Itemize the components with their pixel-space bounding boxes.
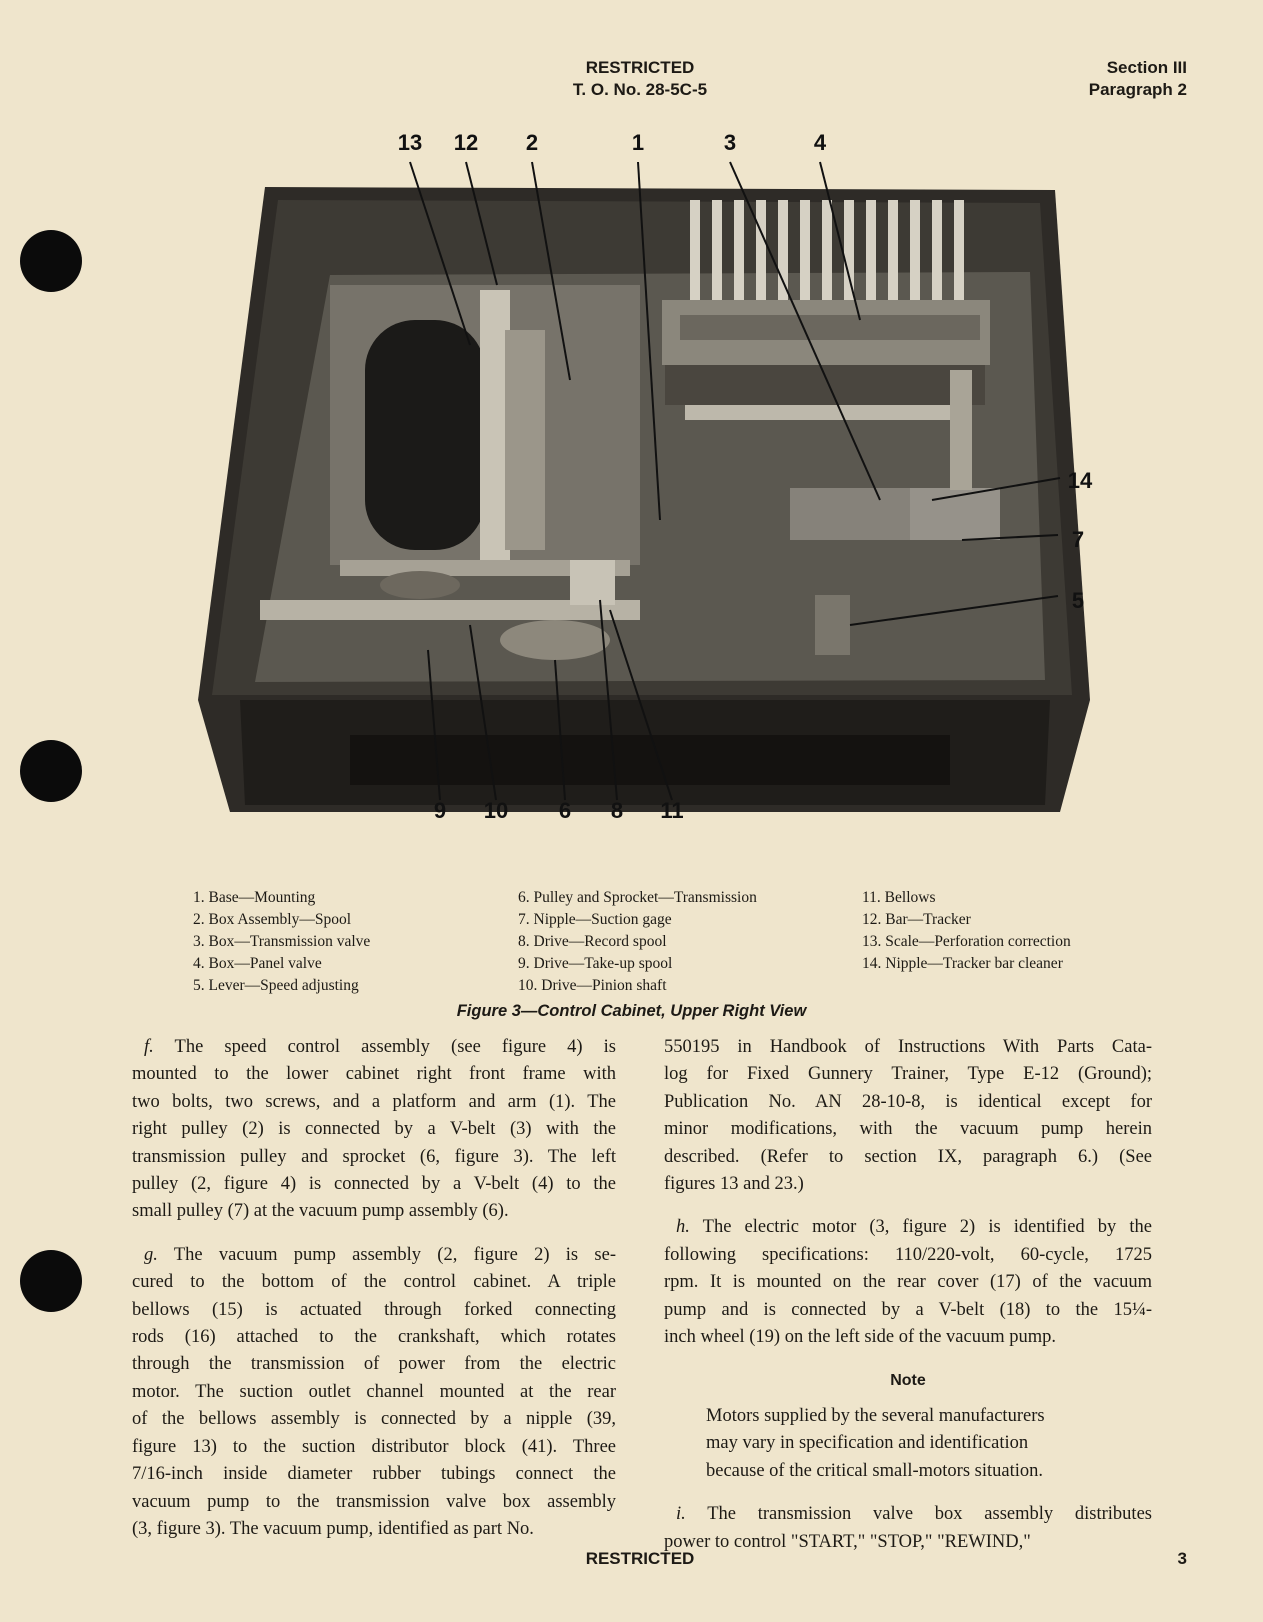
punch-hole [20, 1250, 82, 1312]
callout-label: 3 [724, 130, 736, 155]
text-line: rpm. It is mounted on the rear cover (17… [664, 1272, 1152, 1293]
text-line: i. The transmission valve box assembly d… [664, 1501, 1152, 1528]
section: Section III [1106, 58, 1187, 77]
callout-label: 6 [559, 798, 571, 823]
note-heading: Note [890, 1372, 926, 1390]
header-right: Section III Paragraph 2 [987, 57, 1187, 101]
legend-column: 6. Pulley and Sprocket—Transmission 7. Ni… [518, 887, 757, 997]
paragraph: i. The transmission valve box assembly d… [664, 1501, 1152, 1556]
text-line: Motors supplied by the several manufactu… [706, 1405, 1045, 1426]
text-line: pump and is connected by a V-belt (18) t… [664, 1299, 1152, 1320]
legend-item: 14. Nipple—Tracker bar cleaner [862, 955, 1063, 972]
legend-item: 10. Drive—Pinion shaft [518, 977, 667, 994]
callout-label: 4 [814, 130, 827, 155]
text-line: of the bellows assembly is connected by … [132, 1409, 616, 1430]
column-right: 550195 in Handbook of Instructions With … [664, 1034, 1152, 1572]
figure-caption: Figure 3—Control Cabinet, Upper Right Vi… [456, 1002, 807, 1020]
callout-label: 13 [398, 130, 422, 155]
text-line: 7/16-inch inside diameter rubber tubings… [132, 1464, 616, 1485]
callout-label: 2 [526, 130, 538, 155]
text-line: (3, figure 3). The vacuum pump, identifi… [132, 1518, 534, 1539]
paragraph-label: h. [676, 1217, 690, 1238]
text-line: rods (16) attached to the crankshaft, wh… [132, 1327, 616, 1348]
column-left: f. The speed control assembly (see figur… [132, 1034, 616, 1559]
footer-classification: RESTRICTED [585, 1549, 695, 1568]
text-line: two bolts, two screws, and a platform an… [132, 1091, 616, 1112]
to-number: T. O. No. 28-5C-5 [572, 80, 708, 99]
text-line: f. The speed control assembly (see figur… [132, 1034, 616, 1061]
text-line: motor. The suction outlet channel mounte… [132, 1381, 616, 1402]
paragraph: h. The electric motor (3, figure 2) is i… [664, 1214, 1152, 1351]
callout-label: 7 [1072, 527, 1084, 552]
header-center: RESTRICTED T. O. No. 28-5C-5 [540, 57, 740, 101]
text-line: because of the critical small-motors sit… [706, 1460, 1044, 1481]
paragraph: g. The vacuum pump assembly (2, figure 2… [132, 1242, 616, 1543]
legend-column: 11. Bellows 12. Bar—Tracker 13. Scale—Perf… [862, 887, 1071, 975]
callout-label: 10 [484, 798, 508, 823]
callout-label: 11 [660, 798, 683, 823]
paragraph-label: f. [144, 1037, 154, 1057]
punch-hole [20, 740, 82, 802]
legend-item: 2. Box Assembly—Spool [193, 911, 352, 928]
text-line: Publication No. AN 28-10-8, is identical… [664, 1091, 1152, 1112]
text-line: right pulley (2) is connected by a V-bel… [132, 1119, 616, 1140]
legend-item: 7. Nipple—Suction gage [518, 911, 672, 928]
text-line: power to control "START," "STOP," "REWIN… [664, 1531, 1031, 1552]
text-line: transmission pulley and sprocket (6, fig… [132, 1146, 616, 1167]
paragraph: f. The speed control assembly (see figur… [132, 1034, 616, 1226]
paragraph-ref: Paragraph 2 [1088, 80, 1187, 99]
line-text: The speed control assembly (see figure 4… [174, 1037, 617, 1057]
text-line: may vary in specification and identifica… [706, 1433, 1029, 1454]
text-line: vacuum pump to the transmission valve bo… [132, 1491, 616, 1512]
punch-hole [20, 230, 82, 292]
callout-label: 5 [1072, 588, 1084, 613]
text-line: log for Fixed Gunnery Trainer, Type E-12… [664, 1064, 1152, 1085]
paragraph-label: g. [144, 1244, 158, 1265]
line-text: The transmission valve box assembly dist… [707, 1504, 1152, 1525]
text-line: following specifications: 110/220-volt, … [664, 1244, 1152, 1265]
legend-column: 1. Base—Mounting 2. Box Assembly—Spool 3. … [193, 887, 370, 997]
legend-item: 9. Drive—Take-up spool [518, 955, 673, 972]
paragraph-label: i. [676, 1504, 686, 1525]
text-line: mounted to the lower cabinet right front… [132, 1064, 616, 1085]
text-line: bellows (15) is actuated through forked … [132, 1299, 616, 1320]
legend-item: 1. Base—Mounting [193, 889, 316, 906]
text-line: small pulley (7) at the vacuum pump asse… [132, 1201, 509, 1222]
page-number: 3 [1177, 1549, 1187, 1568]
text-line: described. (Refer to section IX, paragra… [664, 1146, 1152, 1167]
text-line: g. The vacuum pump assembly (2, figure 2… [132, 1242, 616, 1269]
legend-item: 12. Bar—Tracker [862, 911, 971, 928]
text-line: h. The electric motor (3, figure 2) is i… [664, 1214, 1152, 1241]
text-line: pulley (2, figure 4) is connected by a V… [132, 1174, 616, 1195]
line-text: The vacuum pump assembly (2, figure 2) i… [173, 1244, 616, 1265]
callout-label: 9 [434, 798, 446, 823]
text-line: 550195 in Handbook of Instructions With … [664, 1037, 1152, 1057]
legend-item: 11. Bellows [862, 889, 936, 906]
note-body: Motors supplied by the several manufactu… [664, 1403, 1152, 1485]
legend-item: 5. Lever—Speed adjusting [193, 977, 359, 994]
callout-label: 12 [454, 130, 478, 155]
text-line: figure 13) to the suction distributor bl… [132, 1436, 616, 1457]
legend-item: 8. Drive—Record spool [518, 933, 667, 950]
paragraph: 550195 in Handbook of Instructions With … [664, 1034, 1152, 1198]
classification: RESTRICTED [585, 58, 695, 77]
line-text: The electric motor (3, figure 2) is iden… [702, 1217, 1152, 1238]
text-line: minor modifications, with the vacuum pum… [664, 1119, 1152, 1140]
callout-label: 8 [611, 798, 623, 823]
legend-item: 4. Box—Panel valve [193, 955, 322, 972]
text-line: cured to the bottom of the control cabin… [132, 1272, 616, 1293]
text-line: inch wheel (19) on the left side of the … [664, 1327, 1056, 1348]
callout-label: 1 [632, 130, 644, 155]
legend-item: 13. Scale—Perforation correction [862, 933, 1071, 950]
legend-item: 3. Box—Transmission valve [193, 933, 371, 950]
text-line: figures 13 and 23.) [664, 1174, 804, 1195]
text-line: through the transmission of power from t… [132, 1354, 616, 1375]
callout-label: 14 [1068, 468, 1093, 493]
legend-item: 6. Pulley and Sprocket—Transmission [518, 889, 757, 906]
